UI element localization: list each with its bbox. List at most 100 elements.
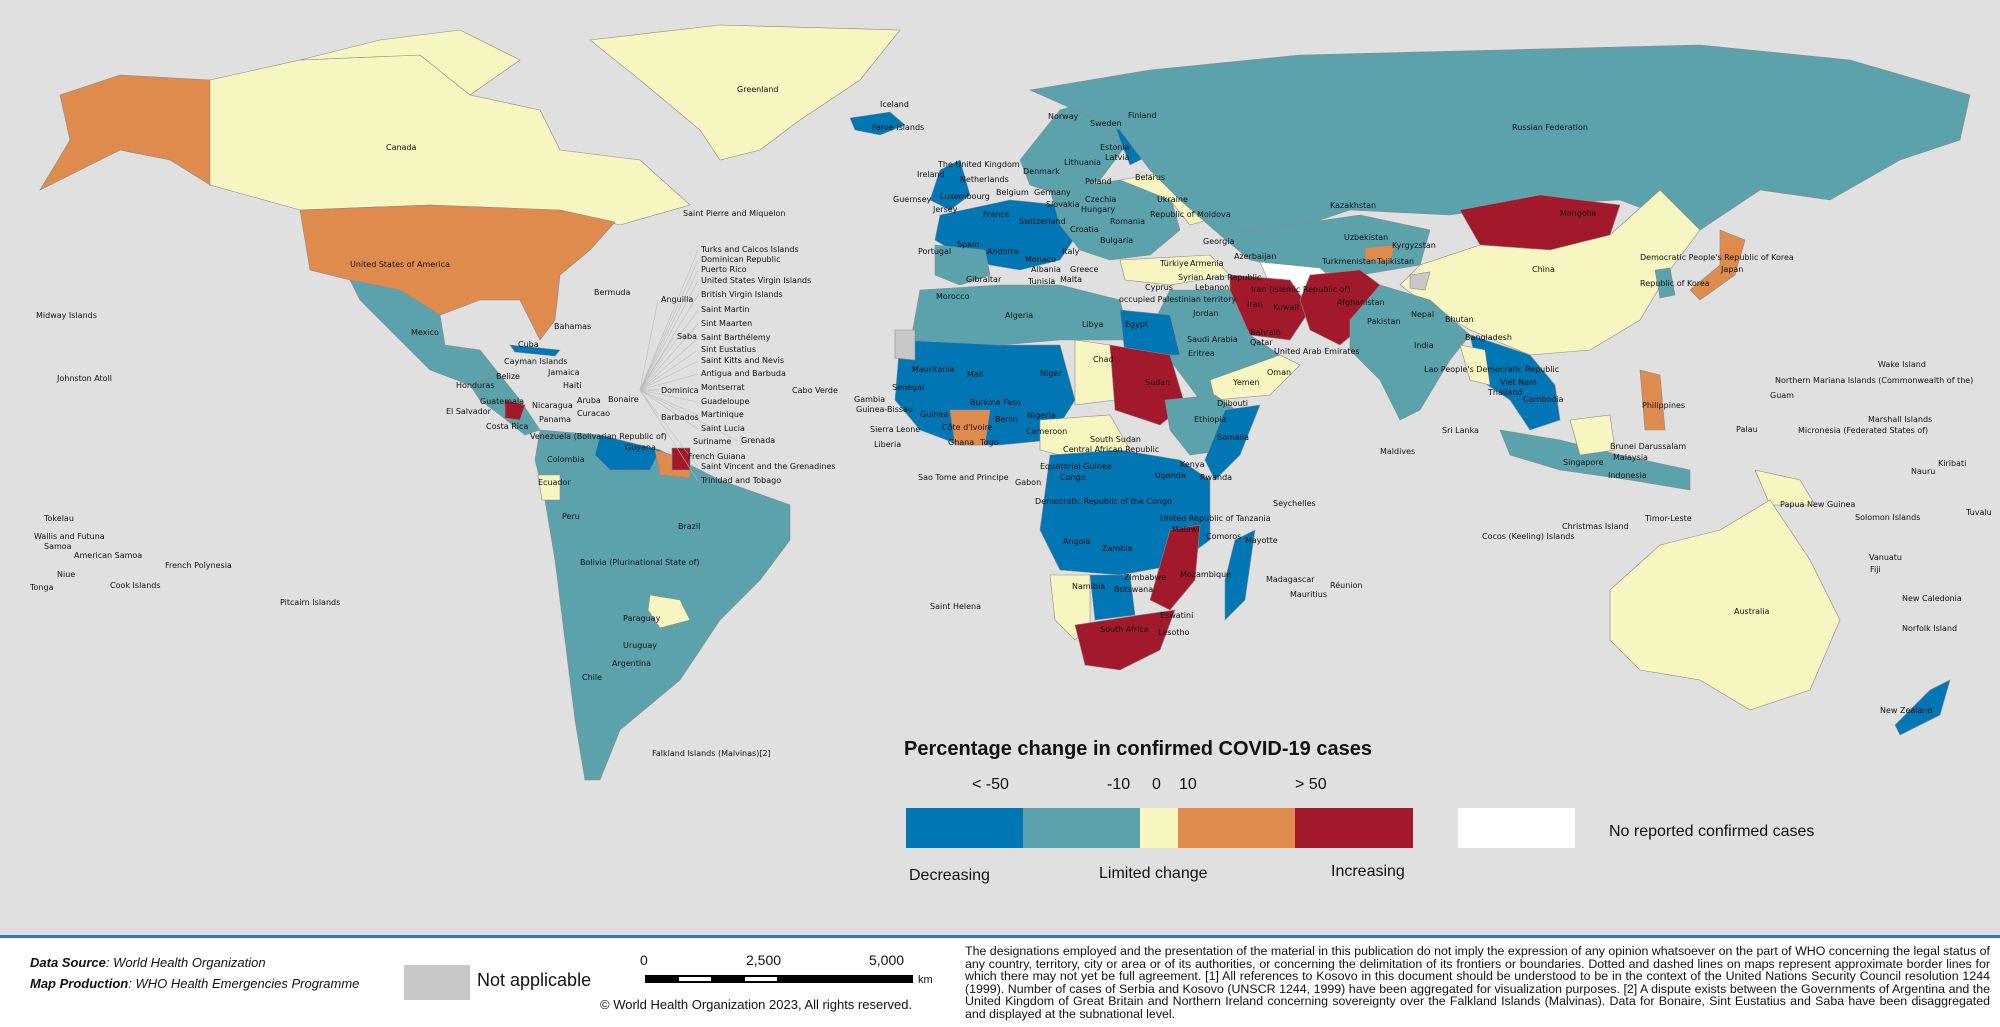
map-label: Tajikistan xyxy=(1377,257,1415,266)
map-label: Indonesia xyxy=(1608,471,1647,480)
map-label: Chad xyxy=(1093,355,1114,364)
leader-line xyxy=(639,294,699,391)
leader-line xyxy=(639,389,699,416)
legend-swatch-minus50-minus10 xyxy=(1023,808,1140,848)
not-applicable-label: Not applicable xyxy=(477,970,592,990)
scale-label-0: 0 xyxy=(640,952,648,968)
map-label: Curacao xyxy=(577,409,611,418)
map-label: Cocos (Keeling) Islands xyxy=(1482,532,1575,541)
map-label: Guadeloupe xyxy=(701,397,750,406)
map-label: Philippines xyxy=(1642,401,1686,410)
map-label: Botswana xyxy=(1114,585,1154,594)
map-label: Samoa xyxy=(44,542,72,551)
map-label: French Polynesia xyxy=(165,561,232,570)
country-ghana xyxy=(949,409,991,446)
map-label: The United Kingdom xyxy=(938,160,1020,169)
map-label: Nauru xyxy=(1911,467,1936,476)
country-canada-islands xyxy=(299,29,521,96)
map-label: Gibraltar xyxy=(966,275,1002,284)
country-chad xyxy=(1074,339,1116,406)
country-botswana xyxy=(1089,574,1136,621)
leader-line xyxy=(639,269,699,391)
country-nicaragua xyxy=(504,399,526,421)
map-label: Malaysia xyxy=(1613,453,1648,462)
map-label: Niue xyxy=(57,570,76,579)
map-label: Paraguay xyxy=(623,614,661,623)
map-label: Türkiye xyxy=(1160,259,1189,268)
map-label: Comoros xyxy=(1206,532,1242,541)
map-label: Northern Mariana Islands (Commonwealth o… xyxy=(1775,376,1974,385)
map-label: Peru xyxy=(562,512,580,521)
country-iberia xyxy=(934,244,991,286)
map-label: American Samoa xyxy=(74,551,143,560)
country-borneo xyxy=(1569,414,1616,456)
map-label: Marshall Islands xyxy=(1868,415,1933,424)
map-label: Bahrain xyxy=(1250,328,1281,337)
legend-swatch-10-50 xyxy=(1178,808,1295,848)
map-label: French Guiana xyxy=(688,452,746,461)
map-label: Guinea-Bissau xyxy=(856,405,914,414)
map-label: Switzerland xyxy=(1019,217,1066,226)
map-label: New Zealand xyxy=(1880,706,1933,715)
map-label: Czechia xyxy=(1085,195,1117,204)
map-label: Denmark xyxy=(1023,167,1060,176)
map-label: Jersey xyxy=(933,205,958,214)
map-label: Wake Island xyxy=(1878,360,1926,369)
country-japan xyxy=(1689,229,1746,301)
leader-line xyxy=(639,323,699,391)
map-label: Saba xyxy=(677,332,697,341)
legend-tick: > 50 xyxy=(1295,776,1327,793)
legend-swatch-no-cases xyxy=(1458,808,1575,848)
scale-bar xyxy=(645,975,913,983)
map-label: Namibia xyxy=(1072,582,1106,591)
country-new-zealand xyxy=(1894,679,1951,736)
map-label: Andorra xyxy=(987,247,1019,256)
map-label: Lebanon xyxy=(1195,283,1230,292)
map-label: Kuwait xyxy=(1273,303,1300,312)
map-label: Sierra Leone xyxy=(870,425,921,434)
map-label: Turkmenistan xyxy=(1322,257,1376,266)
leader-line xyxy=(639,259,699,391)
map-label: Bolivia (Plurinational State of) xyxy=(580,558,700,567)
map-label: Republic of Moldova xyxy=(1150,210,1231,219)
map-label: Russian Federation xyxy=(1512,123,1588,132)
legend-limited-change: Limited change xyxy=(1099,865,1208,882)
map-label: Afghanistan xyxy=(1337,298,1385,307)
leader-line xyxy=(639,249,699,391)
map-label: Cayman Islands xyxy=(504,357,568,366)
map-label: Solomon Islands xyxy=(1855,513,1921,522)
footer: Data Source: World Health Organization M… xyxy=(0,935,2000,1027)
country-uk-ireland xyxy=(929,159,971,211)
map-label: Brunei Darussalam xyxy=(1610,442,1687,451)
map-label: Guyana xyxy=(625,443,656,452)
map-label: Greece xyxy=(1070,265,1099,274)
map-label: Tunisia xyxy=(1028,277,1056,286)
map-label: Burkina Faso xyxy=(970,398,1022,407)
map-label: Uganda xyxy=(1155,471,1186,480)
map-label: Belize xyxy=(496,372,520,381)
map-label: Hungary xyxy=(1081,205,1116,214)
map-label: India xyxy=(1414,341,1434,350)
map-label: Saint Pierre and Miquelon xyxy=(683,209,786,218)
map-label: Mozambique xyxy=(1180,570,1232,579)
map-label: Vanuatu xyxy=(1869,553,1903,562)
map-production: Map Production: WHO Health Emergencies P… xyxy=(30,976,360,991)
leader-line xyxy=(639,280,699,391)
map-label: Australia xyxy=(1734,607,1770,616)
legend-tick: -10 xyxy=(1107,776,1131,793)
map-label: Aruba xyxy=(577,396,601,405)
map-label: China xyxy=(1532,265,1555,274)
map-label: Nepal xyxy=(1411,310,1435,319)
map-label: Nicaragua xyxy=(532,401,573,410)
map-label: Croatia xyxy=(1070,225,1099,234)
map-label: Greenland xyxy=(737,85,779,94)
map-label: Mayotte xyxy=(1245,536,1278,545)
map-label: Chile xyxy=(582,673,603,682)
map-label: Bahamas xyxy=(554,322,592,331)
map-label: Central African Republic xyxy=(1063,445,1160,454)
map-label: Norfolk Island xyxy=(1902,624,1958,633)
legend-swatch-lt-minus50 xyxy=(906,808,1023,848)
map-label: Dominica xyxy=(661,386,699,395)
map-label: Viet Nam xyxy=(1500,378,1537,387)
map-label: Liberia xyxy=(874,440,902,449)
